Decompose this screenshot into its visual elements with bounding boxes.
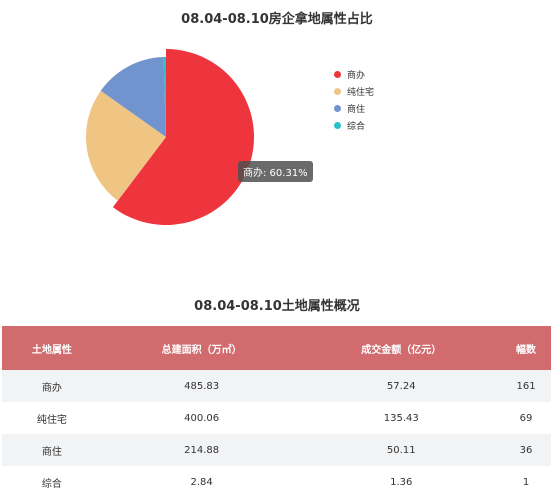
table-cell: 商住 bbox=[2, 434, 102, 466]
table-row: 商住 214.88 50.11 36 bbox=[2, 434, 551, 466]
legend-item[interactable]: 综合 bbox=[334, 117, 374, 134]
header-total-floor-area: 总建面积（万㎡） bbox=[101, 326, 302, 370]
header-parcel-count: 幅数 bbox=[501, 326, 551, 370]
pie-slice-商住[interactable] bbox=[100, 57, 166, 137]
table-cell: 57.24 bbox=[301, 370, 502, 402]
table-cell: 161 bbox=[501, 370, 551, 402]
table-cell: 214.88 bbox=[101, 434, 302, 466]
legend-label: 商办 bbox=[347, 71, 366, 81]
legend-label: 综合 bbox=[347, 122, 366, 132]
table-cell: 1.36 bbox=[301, 466, 502, 498]
table-cell: 400.06 bbox=[101, 402, 302, 434]
pie-slice-纯住宅[interactable] bbox=[86, 90, 166, 201]
table-row: 纯住宅 400.06 135.43 69 bbox=[2, 402, 551, 434]
table-cell: 36 bbox=[501, 434, 551, 466]
header-land-attribute: 土地属性 bbox=[2, 326, 102, 370]
pie-chart bbox=[86, 49, 255, 225]
land-attribute-table: 土地属性 总建面积（万㎡） 成交金额（亿元） 幅数 商办 485.83 57.2… bbox=[2, 326, 551, 498]
pie-chart-title: 08.04-08.10房企拿地属性占比 bbox=[181, 12, 373, 27]
legend-color-dot bbox=[334, 71, 341, 78]
legend-item[interactable]: 商办 bbox=[334, 66, 374, 83]
legend-label: 商住 bbox=[347, 105, 366, 115]
table-header-row: 土地属性 总建面积（万㎡） 成交金额（亿元） 幅数 bbox=[2, 326, 551, 370]
table-cell: 1 bbox=[501, 466, 551, 498]
pie-slice-综合[interactable] bbox=[163, 57, 166, 137]
table-cell: 2.84 bbox=[101, 466, 302, 498]
pie-tooltip: 商办: 60.31% bbox=[238, 161, 313, 182]
legend-color-dot bbox=[334, 122, 341, 129]
legend-color-dot bbox=[334, 105, 341, 112]
legend-item[interactable]: 纯住宅 bbox=[334, 83, 374, 100]
table-cell: 485.83 bbox=[101, 370, 302, 402]
table-cell: 综合 bbox=[2, 466, 102, 498]
table-row: 商办 485.83 57.24 161 bbox=[2, 370, 551, 402]
legend-color-dot bbox=[334, 88, 341, 95]
legend-item[interactable]: 商住 bbox=[334, 100, 374, 117]
table-title: 08.04-08.10土地属性概况 bbox=[194, 299, 360, 314]
pie-legend: 商办 纯住宅 商住 综合 bbox=[334, 66, 374, 134]
table-cell: 商办 bbox=[2, 370, 102, 402]
header-transaction-amount: 成交金额（亿元） bbox=[301, 326, 502, 370]
table-row: 综合 2.84 1.36 1 bbox=[2, 466, 551, 498]
pie-slice-商办[interactable] bbox=[112, 49, 255, 225]
table-cell: 50.11 bbox=[301, 434, 502, 466]
table-cell: 纯住宅 bbox=[2, 402, 102, 434]
table-cell: 135.43 bbox=[301, 402, 502, 434]
legend-label: 纯住宅 bbox=[347, 88, 375, 98]
table-cell: 69 bbox=[501, 402, 551, 434]
